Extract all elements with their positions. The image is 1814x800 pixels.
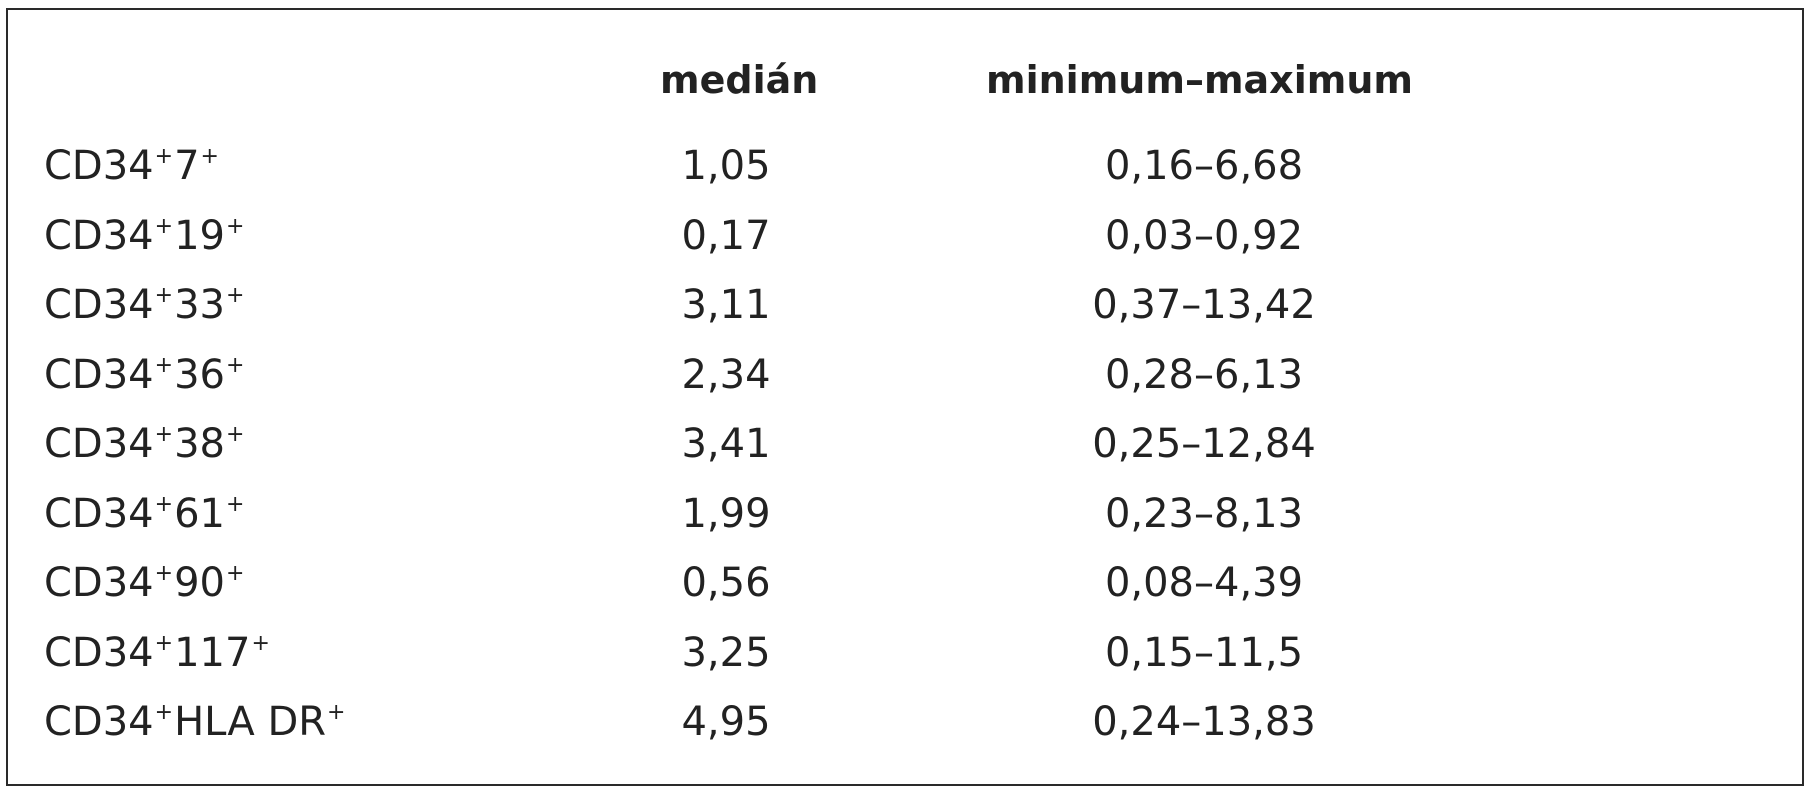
- table-row: CD34+38+ 3,41 0,25–12,84: [8, 416, 1802, 486]
- range-value: 0,03–0,92: [1104, 212, 1304, 259]
- range-value: 0,37–13,42: [1092, 282, 1316, 328]
- row-label: CD34+HLA DR+: [44, 699, 346, 745]
- table-row: CD34+117+ 3,25 0,15–11,5: [8, 625, 1802, 695]
- row-label: CD34+19+: [44, 212, 245, 259]
- range-value: 0,24–13,83: [1092, 699, 1316, 745]
- data-table: medián minimum–maximum CD34+7+ 1,05 0,16…: [6, 8, 1804, 786]
- table-body: CD34+7+ 1,05 0,16–6,68 CD34+19+ 0,17 0,0…: [8, 138, 1802, 764]
- range-value: 0,23–8,13: [1104, 490, 1304, 537]
- row-label: CD34+117+: [44, 629, 270, 676]
- table-row: CD34+19+ 0,17 0,03–0,92: [8, 208, 1802, 278]
- median-value: 4,95: [681, 699, 771, 745]
- row-label: CD34+38+: [44, 421, 245, 467]
- table-row: CD34+36+ 2,34 0,28–6,13: [8, 347, 1802, 417]
- row-label: CD34+7+: [44, 143, 219, 189]
- median-value: 0,17: [681, 212, 771, 259]
- table-row: CD34+90+ 0,56 0,08–4,39: [8, 555, 1802, 625]
- table-row: CD34+7+ 1,05 0,16–6,68: [8, 138, 1802, 208]
- range-value: 0,28–6,13: [1104, 351, 1304, 398]
- table-row: CD34+33+ 3,11 0,37–13,42: [8, 277, 1802, 347]
- column-header-median: medián: [660, 58, 819, 102]
- table-row: CD34+HLA DR+ 4,95 0,24–13,83: [8, 694, 1802, 764]
- median-value: 1,99: [681, 490, 771, 537]
- range-value: 0,16–6,68: [1104, 143, 1304, 189]
- column-header-min-max: minimum–maximum: [986, 58, 1413, 102]
- row-label: CD34+61+: [44, 490, 245, 537]
- table-row: CD34+61+ 1,99 0,23–8,13: [8, 486, 1802, 556]
- median-value: 3,11: [681, 282, 771, 328]
- row-label: CD34+90+: [44, 560, 245, 606]
- range-value: 0,15–11,5: [1104, 629, 1304, 676]
- median-value: 0,56: [681, 560, 771, 606]
- range-value: 0,25–12,84: [1092, 421, 1316, 467]
- cropped-text-above-table: [0, 0, 1814, 10]
- range-value: 0,08–4,39: [1104, 560, 1304, 606]
- median-value: 3,25: [681, 629, 771, 676]
- row-label: CD34+33+: [44, 282, 245, 328]
- row-label: CD34+36+: [44, 351, 245, 398]
- median-value: 3,41: [681, 421, 771, 467]
- median-value: 2,34: [681, 351, 771, 398]
- median-value: 1,05: [681, 143, 771, 189]
